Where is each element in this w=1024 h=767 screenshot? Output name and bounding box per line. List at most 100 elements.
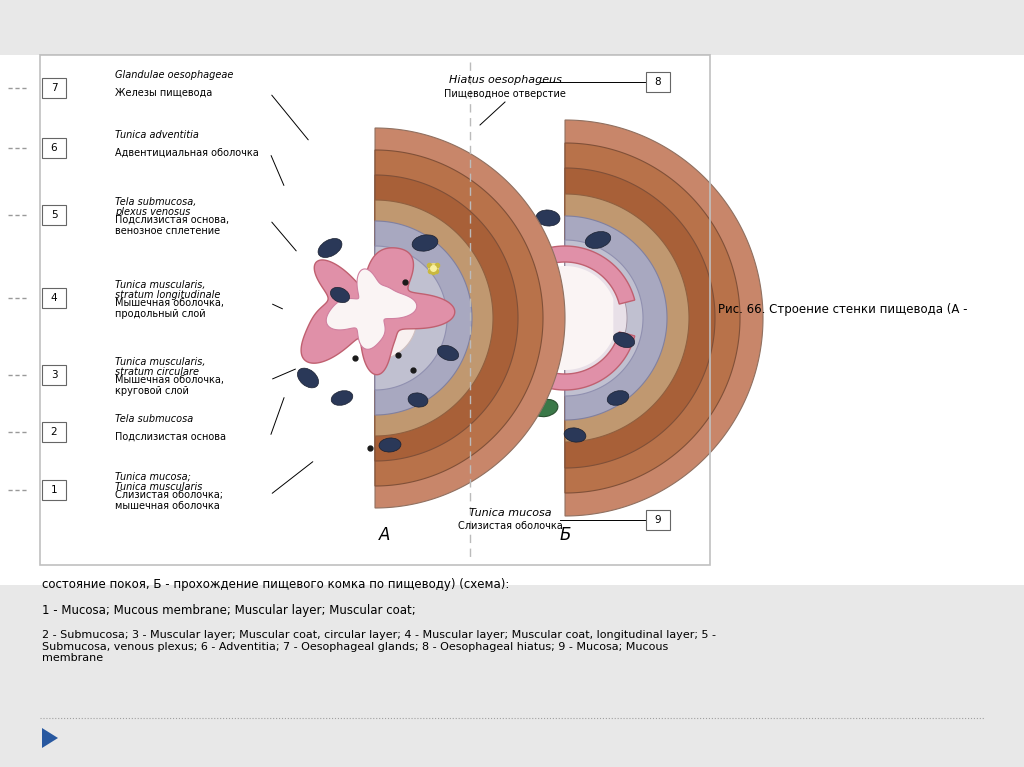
Bar: [42, 205, 66, 225]
Polygon shape: [375, 246, 447, 390]
Text: продольный слой: продольный слой: [115, 309, 206, 319]
Ellipse shape: [379, 438, 401, 452]
Polygon shape: [565, 120, 763, 516]
Text: Б: Б: [559, 526, 570, 544]
Polygon shape: [513, 266, 613, 370]
Polygon shape: [513, 266, 613, 370]
Polygon shape: [327, 269, 417, 349]
Polygon shape: [375, 175, 518, 461]
Bar: [646, 72, 670, 92]
Text: состояние покоя, Б - прохождение пищевого комка по пищеводу) (схема):: состояние покоя, Б - прохождение пищевог…: [42, 578, 509, 591]
Text: Адвентициальная оболочка: Адвентициальная оболочка: [115, 148, 259, 158]
Text: А: А: [379, 526, 391, 544]
Bar: [42, 288, 66, 308]
Polygon shape: [375, 175, 518, 461]
Ellipse shape: [409, 393, 428, 407]
Ellipse shape: [489, 233, 514, 251]
Ellipse shape: [489, 233, 514, 251]
Polygon shape: [565, 120, 763, 516]
Polygon shape: [565, 256, 627, 380]
Polygon shape: [375, 246, 447, 390]
Ellipse shape: [437, 345, 459, 360]
Text: Слизистая оболочка;: Слизистая оболочка;: [115, 490, 223, 500]
Polygon shape: [565, 168, 715, 468]
Text: stratum circulare: stratum circulare: [115, 367, 199, 377]
Polygon shape: [327, 269, 417, 349]
Text: Пищеводное отверстие: Пищеводное отверстие: [444, 89, 566, 99]
Text: Tela submucosa,: Tela submucosa,: [115, 197, 197, 207]
Text: Рис. 66. Строение стенки пищевода (А -: Рис. 66. Строение стенки пищевода (А -: [718, 304, 968, 317]
Ellipse shape: [318, 239, 342, 258]
Ellipse shape: [492, 391, 512, 405]
Text: Tunica muscularis: Tunica muscularis: [115, 482, 203, 492]
Ellipse shape: [564, 428, 586, 442]
Ellipse shape: [482, 262, 502, 278]
Polygon shape: [493, 246, 635, 390]
Polygon shape: [565, 194, 689, 442]
Text: Слизистая оболочка: Слизистая оболочка: [458, 521, 562, 531]
Ellipse shape: [437, 345, 459, 360]
Text: Мышечная оболочка,: Мышечная оболочка,: [115, 375, 224, 385]
Ellipse shape: [613, 332, 635, 347]
Text: 1: 1: [50, 485, 57, 495]
Text: 4: 4: [50, 293, 57, 303]
Ellipse shape: [331, 390, 353, 405]
Ellipse shape: [607, 390, 629, 405]
Polygon shape: [375, 200, 493, 436]
Polygon shape: [301, 248, 455, 375]
Text: венозное сплетение: венозное сплетение: [115, 226, 220, 236]
Polygon shape: [375, 200, 493, 436]
Ellipse shape: [613, 332, 635, 347]
Ellipse shape: [492, 391, 512, 405]
Text: 8: 8: [654, 77, 662, 87]
Ellipse shape: [409, 393, 428, 407]
Text: Hiatus oesophageus: Hiatus oesophageus: [449, 75, 561, 85]
Polygon shape: [375, 128, 565, 508]
Text: Подслизистая основа,: Подслизистая основа,: [115, 215, 229, 225]
Text: 3: 3: [50, 370, 57, 380]
Polygon shape: [565, 194, 689, 442]
Bar: [42, 422, 66, 442]
Polygon shape: [42, 728, 58, 748]
Ellipse shape: [379, 438, 401, 452]
Bar: [470, 55, 1024, 585]
Bar: [42, 138, 66, 158]
Polygon shape: [565, 143, 740, 493]
Ellipse shape: [536, 210, 560, 226]
Text: Glandulae oesophageae: Glandulae oesophageae: [115, 70, 233, 80]
Ellipse shape: [607, 390, 629, 405]
Ellipse shape: [482, 262, 502, 278]
Ellipse shape: [412, 235, 438, 252]
Text: Tunica muscularis,: Tunica muscularis,: [115, 280, 206, 290]
Polygon shape: [375, 150, 543, 486]
Polygon shape: [565, 216, 667, 420]
Text: 5: 5: [50, 210, 57, 220]
Polygon shape: [375, 150, 543, 486]
Ellipse shape: [412, 235, 438, 252]
Text: plexus venosus: plexus venosus: [115, 207, 190, 217]
Ellipse shape: [536, 210, 560, 226]
Polygon shape: [301, 248, 455, 375]
Polygon shape: [375, 128, 565, 508]
Ellipse shape: [532, 400, 558, 416]
Ellipse shape: [532, 400, 558, 416]
Polygon shape: [565, 216, 667, 420]
Bar: [646, 510, 670, 530]
Text: Мышечная оболочка,: Мышечная оболочка,: [115, 298, 224, 308]
Text: 1 - Mucosa; Mucous membrane; Muscular layer; Muscular coat;: 1 - Mucosa; Mucous membrane; Muscular la…: [42, 604, 416, 617]
Polygon shape: [565, 240, 643, 396]
Text: Tunica adventitia: Tunica adventitia: [115, 130, 199, 140]
Ellipse shape: [586, 232, 610, 249]
Polygon shape: [565, 143, 740, 493]
Bar: [42, 365, 66, 385]
Ellipse shape: [564, 428, 586, 442]
Ellipse shape: [331, 288, 349, 303]
Ellipse shape: [331, 288, 349, 303]
Text: 7: 7: [50, 83, 57, 93]
Text: Tela submucosa: Tela submucosa: [115, 414, 194, 424]
Text: круговой слой: круговой слой: [115, 386, 188, 396]
Text: Tunica mucosa: Tunica mucosa: [469, 508, 551, 518]
Text: 2 - Submucosa; 3 - Muscular layer; Muscular coat, circular layer; 4 - Muscular l: 2 - Submucosa; 3 - Muscular layer; Muscu…: [42, 630, 716, 663]
Bar: [40, 55, 710, 565]
Ellipse shape: [297, 368, 318, 388]
